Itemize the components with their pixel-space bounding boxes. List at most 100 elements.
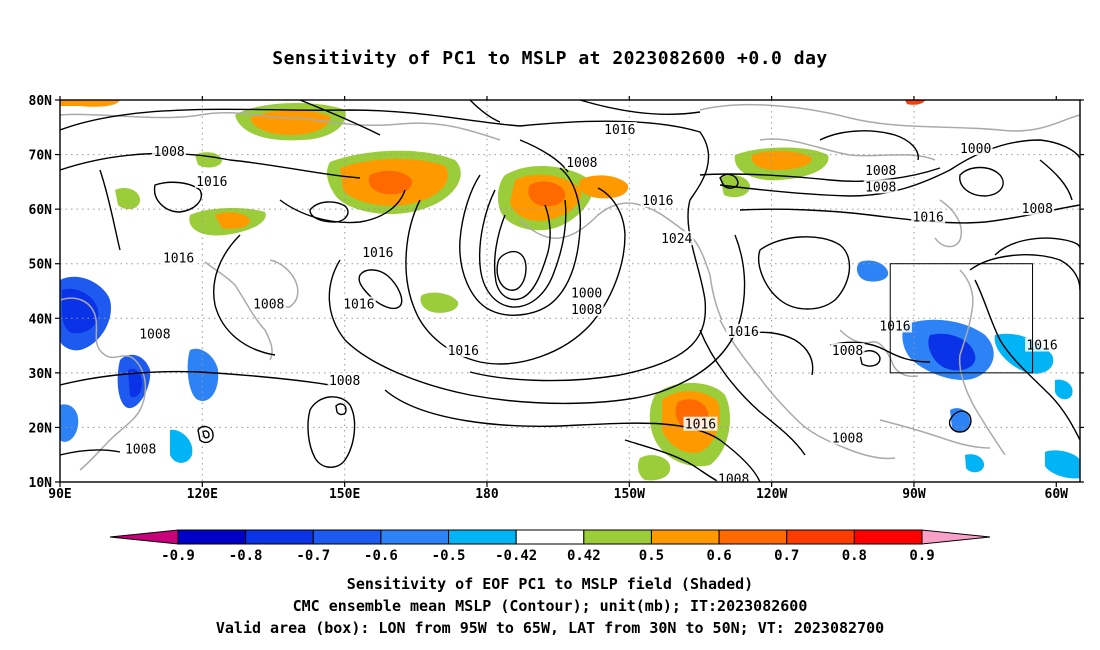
contour-line [496,250,527,291]
contour-label: 1016 [362,246,393,261]
colorbar-tick-label: 0.9 [909,548,934,564]
contour-label: 1008 [566,156,597,171]
contour-line [699,329,806,456]
shaded-region [579,175,629,199]
colorbar-segment [177,529,247,545]
colorbar-segment [583,529,652,545]
colorbar-segment [718,529,788,545]
colorbar-tick-label: -0.7 [296,548,330,564]
contour-line [699,167,941,182]
contour-label-bg [683,416,718,431]
contour-line [335,403,347,416]
lat-tick-label: 20N [29,421,53,436]
contour-line [99,169,121,251]
colorbar-tick-label: 0.42 [567,548,601,564]
contour-line [493,204,551,301]
contour-line [969,254,1080,291]
contour-label-bg [341,296,376,311]
contour-line [469,100,501,123]
contour-label: 1008 [571,303,602,318]
contour-line [459,167,582,316]
shaded-region [1055,379,1073,400]
coastline [719,319,896,460]
shaded-region [420,292,459,313]
lon-tick-label: 180 [475,487,499,502]
lat-tick-label: 10N [29,476,53,491]
coastline [60,112,501,141]
shaded-region [62,288,99,334]
contour-label: 1016 [163,251,194,266]
coastline [839,329,919,378]
contour-label: 1008 [865,164,896,179]
colorbar-over-arrow [921,529,991,545]
contour-label-bg [863,162,898,177]
contour-label: 1008 [329,374,360,389]
contour-label-bg [446,343,481,358]
contour-label-bg [137,326,172,341]
contour-label-bg [564,154,599,169]
shaded-region [965,454,985,473]
colorbar-under-arrow [109,529,179,545]
contour-label-bg [123,441,158,456]
contour-label: 1008 [718,472,749,487]
contour-label-bg [1020,201,1055,216]
contour-label: 1016 [685,418,716,433]
contour-label: 1000 [571,287,602,302]
colorbar-tick-label: 0.6 [706,548,731,564]
coastline [934,199,962,248]
contour-label: 1008 [1022,202,1053,217]
contour-label-bg [659,231,694,246]
contour-label: 1016 [448,344,479,359]
contour-line [279,189,406,224]
colorbar-tick-label: -0.9 [161,548,195,564]
contour-line [959,166,1004,197]
caption-line-1: Sensitivity of EOF PC1 to MSLP field (Sh… [346,575,754,593]
lat-tick-label: 80N [29,94,53,109]
contour-label-bg [194,173,229,188]
colorbar-segment [245,529,314,545]
lon-tick-label: 90E [48,487,71,502]
coastlines [60,103,1080,471]
contour-line [309,201,349,223]
contour-label-bg [360,244,395,259]
contour-label-bg [958,141,993,156]
contour-label: 1008 [125,442,156,457]
contour-label: 1016 [604,123,635,138]
contour-line [758,236,851,310]
colorbar-tick-label: -0.6 [364,548,398,564]
contour-label-bg [830,343,865,358]
shaded-region [115,188,140,210]
contour-label: 1008 [153,145,184,160]
colorbar-tick-label: -0.8 [229,548,263,564]
contour-line [974,279,1080,441]
contour-label-bg [640,192,675,207]
contour-line [299,100,381,136]
colorbar-segment [515,529,585,545]
caption-block: Sensitivity of EOF PC1 to MSLP field (Sh… [0,573,1100,639]
map-frame [59,99,1081,483]
contour-label: 1016 [196,175,227,190]
colorbar-segment [380,529,450,545]
lat-tick-label: 60N [29,203,53,218]
contour-label-bg [327,373,362,388]
map-panel: 1016100810081000100810081016101610081016… [60,100,1080,487]
contour-line [202,430,210,439]
shaded-region [170,429,193,463]
shaded-region [368,170,413,195]
contour-line [519,139,569,173]
mslp-contours [60,100,1080,482]
contour-line [213,234,276,356]
contour-label: 1016 [728,325,759,340]
colorbar-tick-label: 0.7 [774,548,799,564]
shaded-region [128,368,142,398]
contour-label-bg [877,318,912,333]
contour-line [153,181,202,213]
longitude-axis: 90E 120E 150E 180 150W 120W 90W 60W [48,96,1068,502]
contour-label: 1016 [343,298,374,313]
colorbar-segment [853,529,923,545]
colorbar-segment [786,529,855,545]
colorbar-segment [312,529,382,545]
contour-label-bg [863,179,898,194]
lat-tick-label: 70N [29,149,53,164]
contour-label: 1000 [960,142,991,157]
